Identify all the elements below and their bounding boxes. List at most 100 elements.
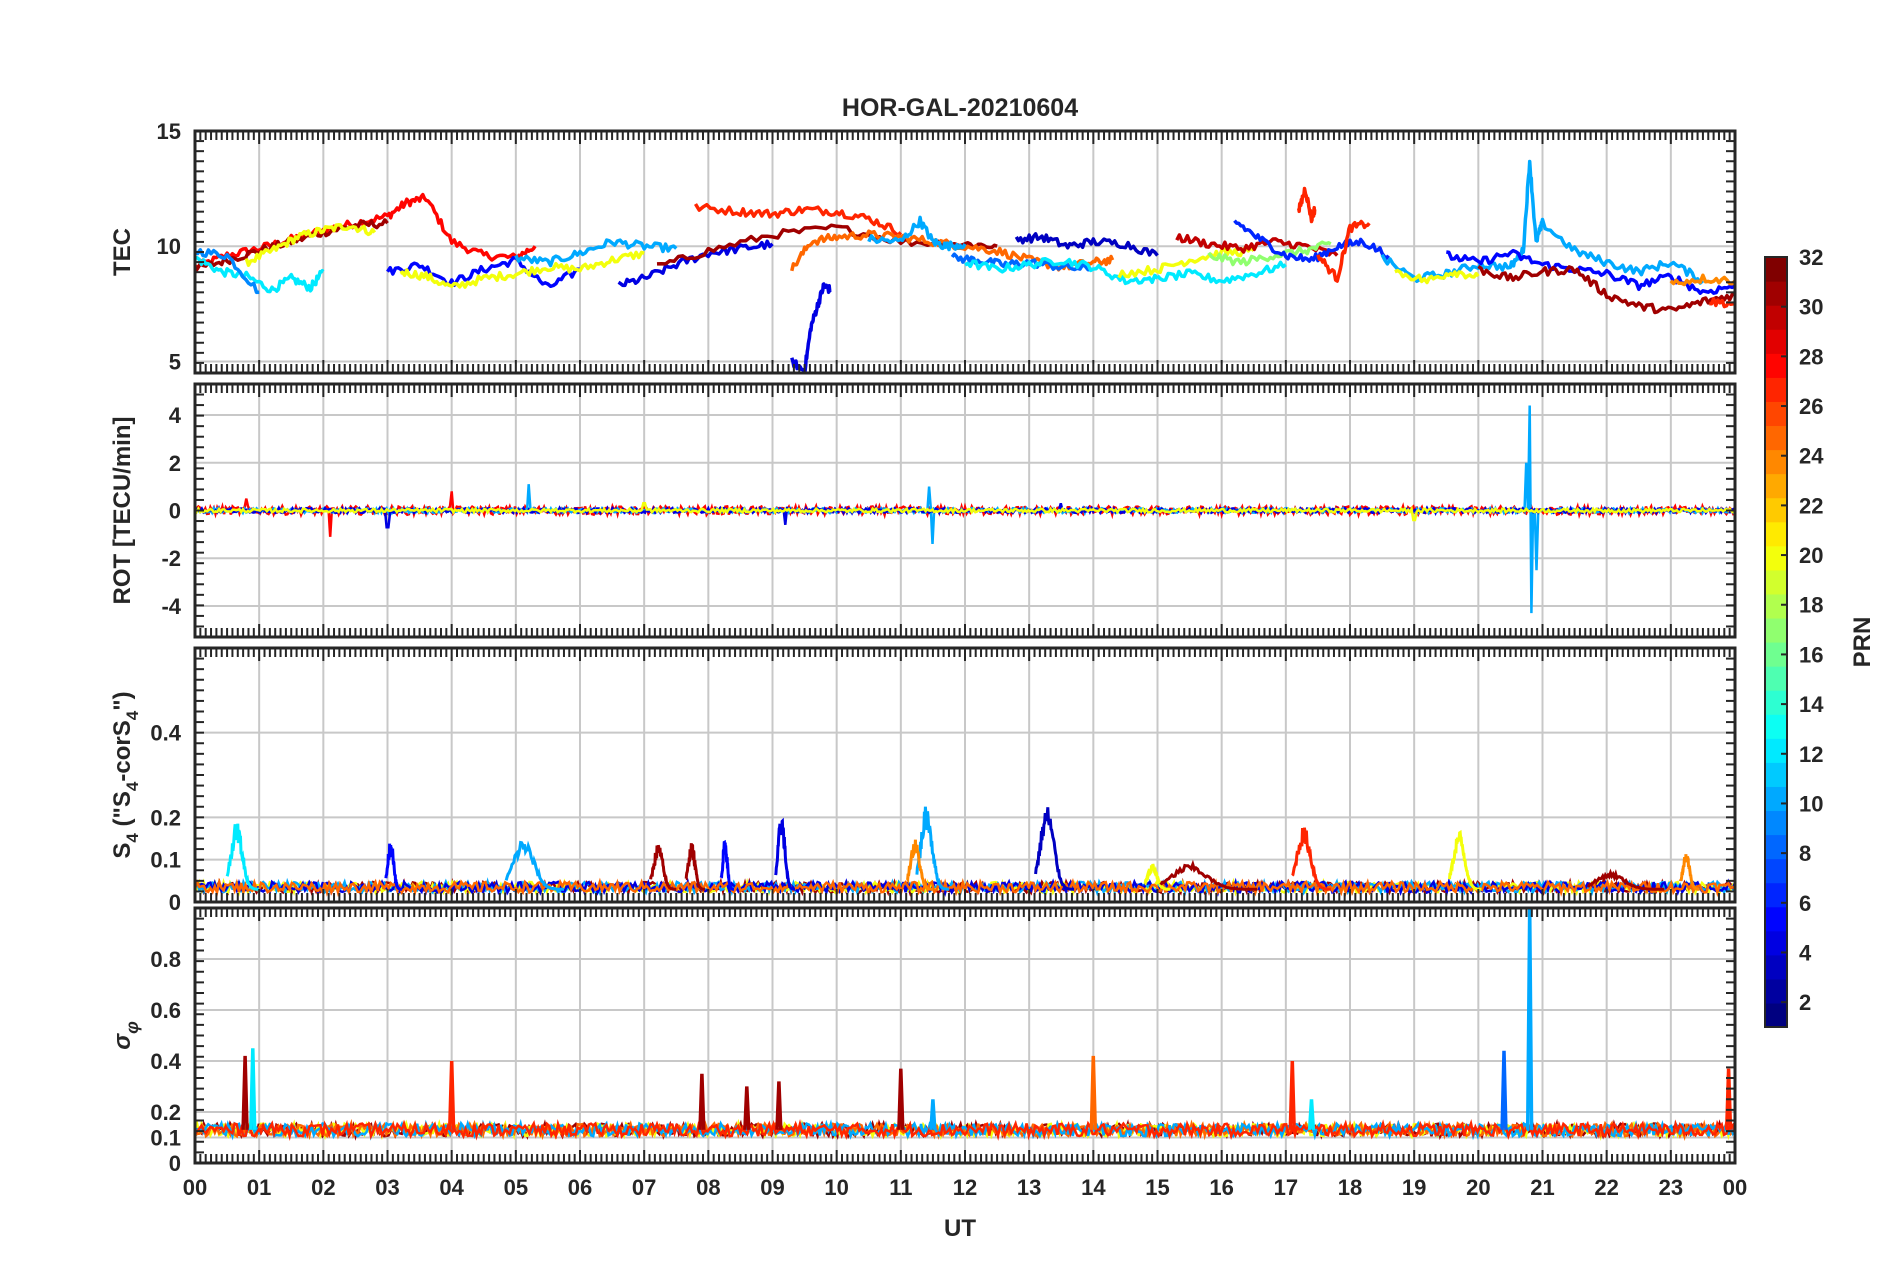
colorbar-segment	[1765, 930, 1787, 956]
y-tick-label: 0	[169, 1151, 181, 1176]
series-prn-27	[694, 202, 903, 237]
colorbar-segment	[1765, 257, 1787, 282]
colorbar-segment	[1765, 786, 1787, 812]
burst-prn-31	[649, 844, 677, 891]
series-prn-27	[1296, 186, 1317, 224]
burst-prn-12	[225, 823, 260, 891]
spike-prn-8	[1500, 1050, 1508, 1130]
y-axis-label-sigma_phi: σφ	[109, 1021, 142, 1050]
burst-prn-31	[684, 843, 706, 891]
y-tick-label: 0.2	[150, 805, 181, 830]
colorbar-segment	[1765, 377, 1787, 402]
x-tick-label: 17	[1274, 1175, 1298, 1200]
burst-prn-5	[384, 843, 402, 891]
series-prn-4	[617, 239, 774, 288]
panel-rot-frame	[193, 382, 1737, 639]
colorbar-segment	[1765, 642, 1787, 667]
colorbar-segment	[1765, 521, 1787, 547]
x-tick-label: 19	[1402, 1175, 1426, 1200]
colorbar-segment	[1765, 617, 1787, 643]
series-prn-3	[1014, 232, 1159, 257]
y-axis-label-part: ")	[109, 691, 136, 710]
series-prn-12	[195, 256, 325, 294]
spike-prn-10	[929, 1099, 937, 1130]
colorbar-segment	[1765, 1002, 1787, 1028]
x-tick-label: 16	[1209, 1175, 1233, 1200]
colorbar-tick-label: 14	[1799, 692, 1824, 717]
panel-sigma_phi: 00.10.2 0.4 0.6 0.8 σφ	[109, 906, 1737, 1176]
y-axis-label-part: S	[109, 843, 136, 859]
spike-prn-31	[897, 1068, 905, 1130]
panel-tec-frame	[193, 129, 1737, 375]
y-tick-label: 0	[169, 890, 181, 915]
series-prn-4	[790, 282, 832, 373]
spike-prn-31	[743, 1086, 751, 1130]
series-prn-20	[244, 223, 377, 267]
colorbar-tick-label: 6	[1799, 891, 1811, 916]
series-prn-24	[1669, 273, 1735, 287]
x-tick-label: 08	[696, 1175, 720, 1200]
burst-prn-27	[1291, 827, 1331, 891]
burst-prn-24	[1679, 854, 1700, 891]
series-prn-5	[386, 256, 581, 289]
panel-rot: -4 -2 0 2 4 ROT [TECU/min]	[109, 382, 1737, 639]
x-tick-label: 06	[568, 1175, 592, 1200]
spike-prn-27	[447, 1060, 456, 1130]
series-prn-20	[399, 250, 645, 289]
x-tick-label: 00	[183, 1175, 207, 1200]
burst-prn-24	[905, 839, 933, 891]
y-tick-label: -4	[161, 594, 181, 619]
y-tick-label: 0.1	[150, 1126, 181, 1151]
series-prn-17	[1207, 240, 1332, 267]
x-tick-label: 20	[1466, 1175, 1490, 1200]
colorbar-segment	[1765, 978, 1787, 1004]
y-tick-label: -2	[161, 546, 181, 571]
y-tick-label: 15	[157, 119, 181, 144]
burst-prn-10	[504, 840, 564, 891]
burst-prn-20	[1143, 863, 1171, 891]
colorbar-tick-label: 24	[1799, 444, 1824, 469]
y-tick-label: 2	[169, 451, 181, 476]
colorbar-tick-label: 18	[1799, 593, 1823, 618]
burst-prn-20	[1448, 829, 1482, 891]
x-tick-labels: 00 01 02 03 04 05 06 07 08 09 10 11 12 13 14 15 16 17 18 19…	[183, 1175, 1747, 1200]
panel-s4-frame	[193, 646, 1737, 904]
y-tick-label: 0.4	[150, 721, 181, 746]
series-prn-10	[514, 238, 678, 268]
spike-prn-31	[775, 1081, 783, 1130]
x-tick-label: 03	[375, 1175, 399, 1200]
panel-rot-data	[195, 405, 1735, 614]
colorbar-segment	[1765, 810, 1787, 836]
colorbar-tick-label: 12	[1799, 742, 1823, 767]
panel-sigma_phi-frame	[193, 906, 1737, 1165]
colorbar-segment	[1765, 834, 1787, 860]
x-tick-label: 02	[311, 1175, 335, 1200]
spike-prn-12	[249, 1048, 257, 1130]
colorbar-tick-label: 30	[1799, 295, 1823, 320]
x-tick-label: 18	[1338, 1175, 1362, 1200]
series-prn-28	[195, 192, 537, 270]
series-prn-12	[964, 256, 1159, 286]
series-prn-5	[1446, 248, 1735, 295]
y-tick-label: 0.6	[150, 998, 181, 1023]
colorbar-segment	[1765, 281, 1787, 306]
x-tick-label: 07	[632, 1175, 656, 1200]
y-tick-label: 10	[157, 234, 181, 259]
colorbar-segment	[1765, 473, 1787, 499]
colorbar-segment	[1765, 353, 1787, 378]
series-prn-31	[195, 218, 389, 274]
y-axis-label-part: 4	[123, 710, 142, 720]
colorbar-tick-label: 16	[1799, 642, 1823, 667]
series-prn-27	[195, 1119, 1735, 1142]
colorbar-tick-label: 28	[1799, 344, 1823, 369]
y-axis-label-part: 4	[123, 833, 142, 843]
colorbar-tick-label: 26	[1799, 394, 1823, 419]
x-tick-label: 10	[824, 1175, 848, 1200]
y-tick-label: 5	[169, 349, 181, 374]
colorbar-segment	[1765, 329, 1787, 354]
series-prn-10	[867, 215, 967, 252]
y-tick-label: 0.1	[150, 848, 181, 873]
panel-tec-data	[195, 159, 1735, 373]
y-tick-label: 0.8	[150, 947, 181, 972]
